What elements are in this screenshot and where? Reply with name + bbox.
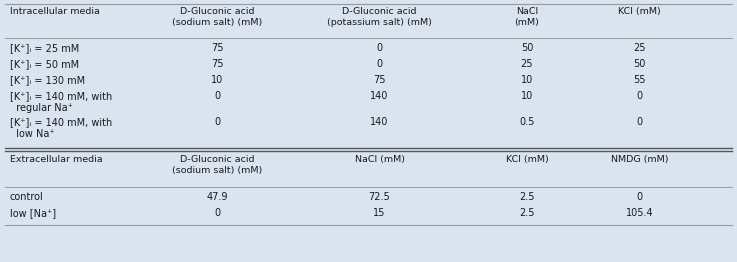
Text: low [Na⁺]: low [Na⁺]: [10, 208, 56, 218]
Text: 50: 50: [521, 43, 533, 53]
Text: 0: 0: [214, 208, 220, 218]
Text: Intracellular media: Intracellular media: [10, 7, 99, 16]
Text: Extracellular media: Extracellular media: [10, 155, 102, 164]
Text: 15: 15: [374, 208, 385, 218]
Text: KCl (mM): KCl (mM): [618, 7, 661, 16]
Text: 2.5: 2.5: [519, 208, 535, 218]
Text: 75: 75: [212, 59, 223, 69]
Text: 47.9: 47.9: [206, 192, 228, 202]
Text: 10: 10: [521, 91, 533, 101]
Text: [K⁺]ᵢ = 50 mM: [K⁺]ᵢ = 50 mM: [10, 59, 79, 69]
Text: NaCl
(mM): NaCl (mM): [514, 7, 539, 27]
Text: 25: 25: [634, 43, 646, 53]
Text: D-Gluconic acid
(sodium salt) (mM): D-Gluconic acid (sodium salt) (mM): [172, 7, 262, 27]
Text: 25: 25: [521, 59, 533, 69]
Text: 105.4: 105.4: [626, 208, 654, 218]
Text: 0: 0: [637, 91, 643, 101]
Text: 0.5: 0.5: [520, 117, 534, 127]
Text: D-Gluconic acid
(sodium salt) (mM): D-Gluconic acid (sodium salt) (mM): [172, 155, 262, 175]
Text: 0: 0: [637, 117, 643, 127]
Text: 50: 50: [634, 59, 646, 69]
Text: 10: 10: [521, 75, 533, 85]
Text: 55: 55: [634, 75, 646, 85]
Text: NMDG (mM): NMDG (mM): [611, 155, 668, 164]
Text: 140: 140: [371, 117, 388, 127]
Text: 2.5: 2.5: [519, 192, 535, 202]
Text: 72.5: 72.5: [368, 192, 391, 202]
Text: 0: 0: [214, 117, 220, 127]
Text: 0: 0: [214, 91, 220, 101]
Text: 75: 75: [212, 43, 223, 53]
Text: D-Gluconic acid
(potassium salt) (mM): D-Gluconic acid (potassium salt) (mM): [327, 7, 432, 27]
Text: 0: 0: [637, 192, 643, 202]
Text: 10: 10: [212, 75, 223, 85]
Text: control: control: [10, 192, 43, 202]
Text: KCl (mM): KCl (mM): [506, 155, 548, 164]
Text: [K⁺]ᵢ = 140 mM, with
  regular Na⁺: [K⁺]ᵢ = 140 mM, with regular Na⁺: [10, 91, 112, 113]
Text: [K⁺]ᵢ = 25 mM: [K⁺]ᵢ = 25 mM: [10, 43, 79, 53]
Text: 140: 140: [371, 91, 388, 101]
Text: [K⁺]ᵢ = 130 mM: [K⁺]ᵢ = 130 mM: [10, 75, 85, 85]
Text: 75: 75: [374, 75, 385, 85]
Text: [K⁺]ᵢ = 140 mM, with
  low Na⁺: [K⁺]ᵢ = 140 mM, with low Na⁺: [10, 117, 112, 139]
Text: 0: 0: [377, 59, 383, 69]
Text: 0: 0: [377, 43, 383, 53]
Text: NaCl (mM): NaCl (mM): [354, 155, 405, 164]
